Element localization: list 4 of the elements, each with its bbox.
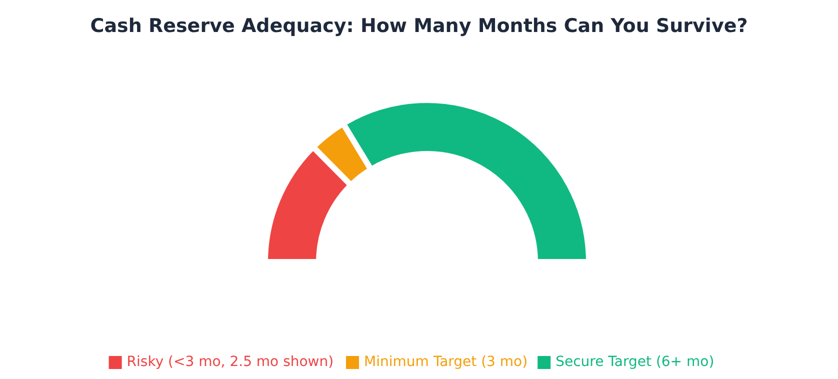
legend-label: Minimum Target (3 mo) [364, 354, 528, 370]
legend-label: Risky (<3 mo, 2.5 mo shown) [126, 354, 334, 370]
chart-title: Cash Reserve Adequacy: How Many Months Can You Survive? [90, 15, 748, 37]
legend-label: Secure Target (6+ mo) [556, 354, 714, 370]
